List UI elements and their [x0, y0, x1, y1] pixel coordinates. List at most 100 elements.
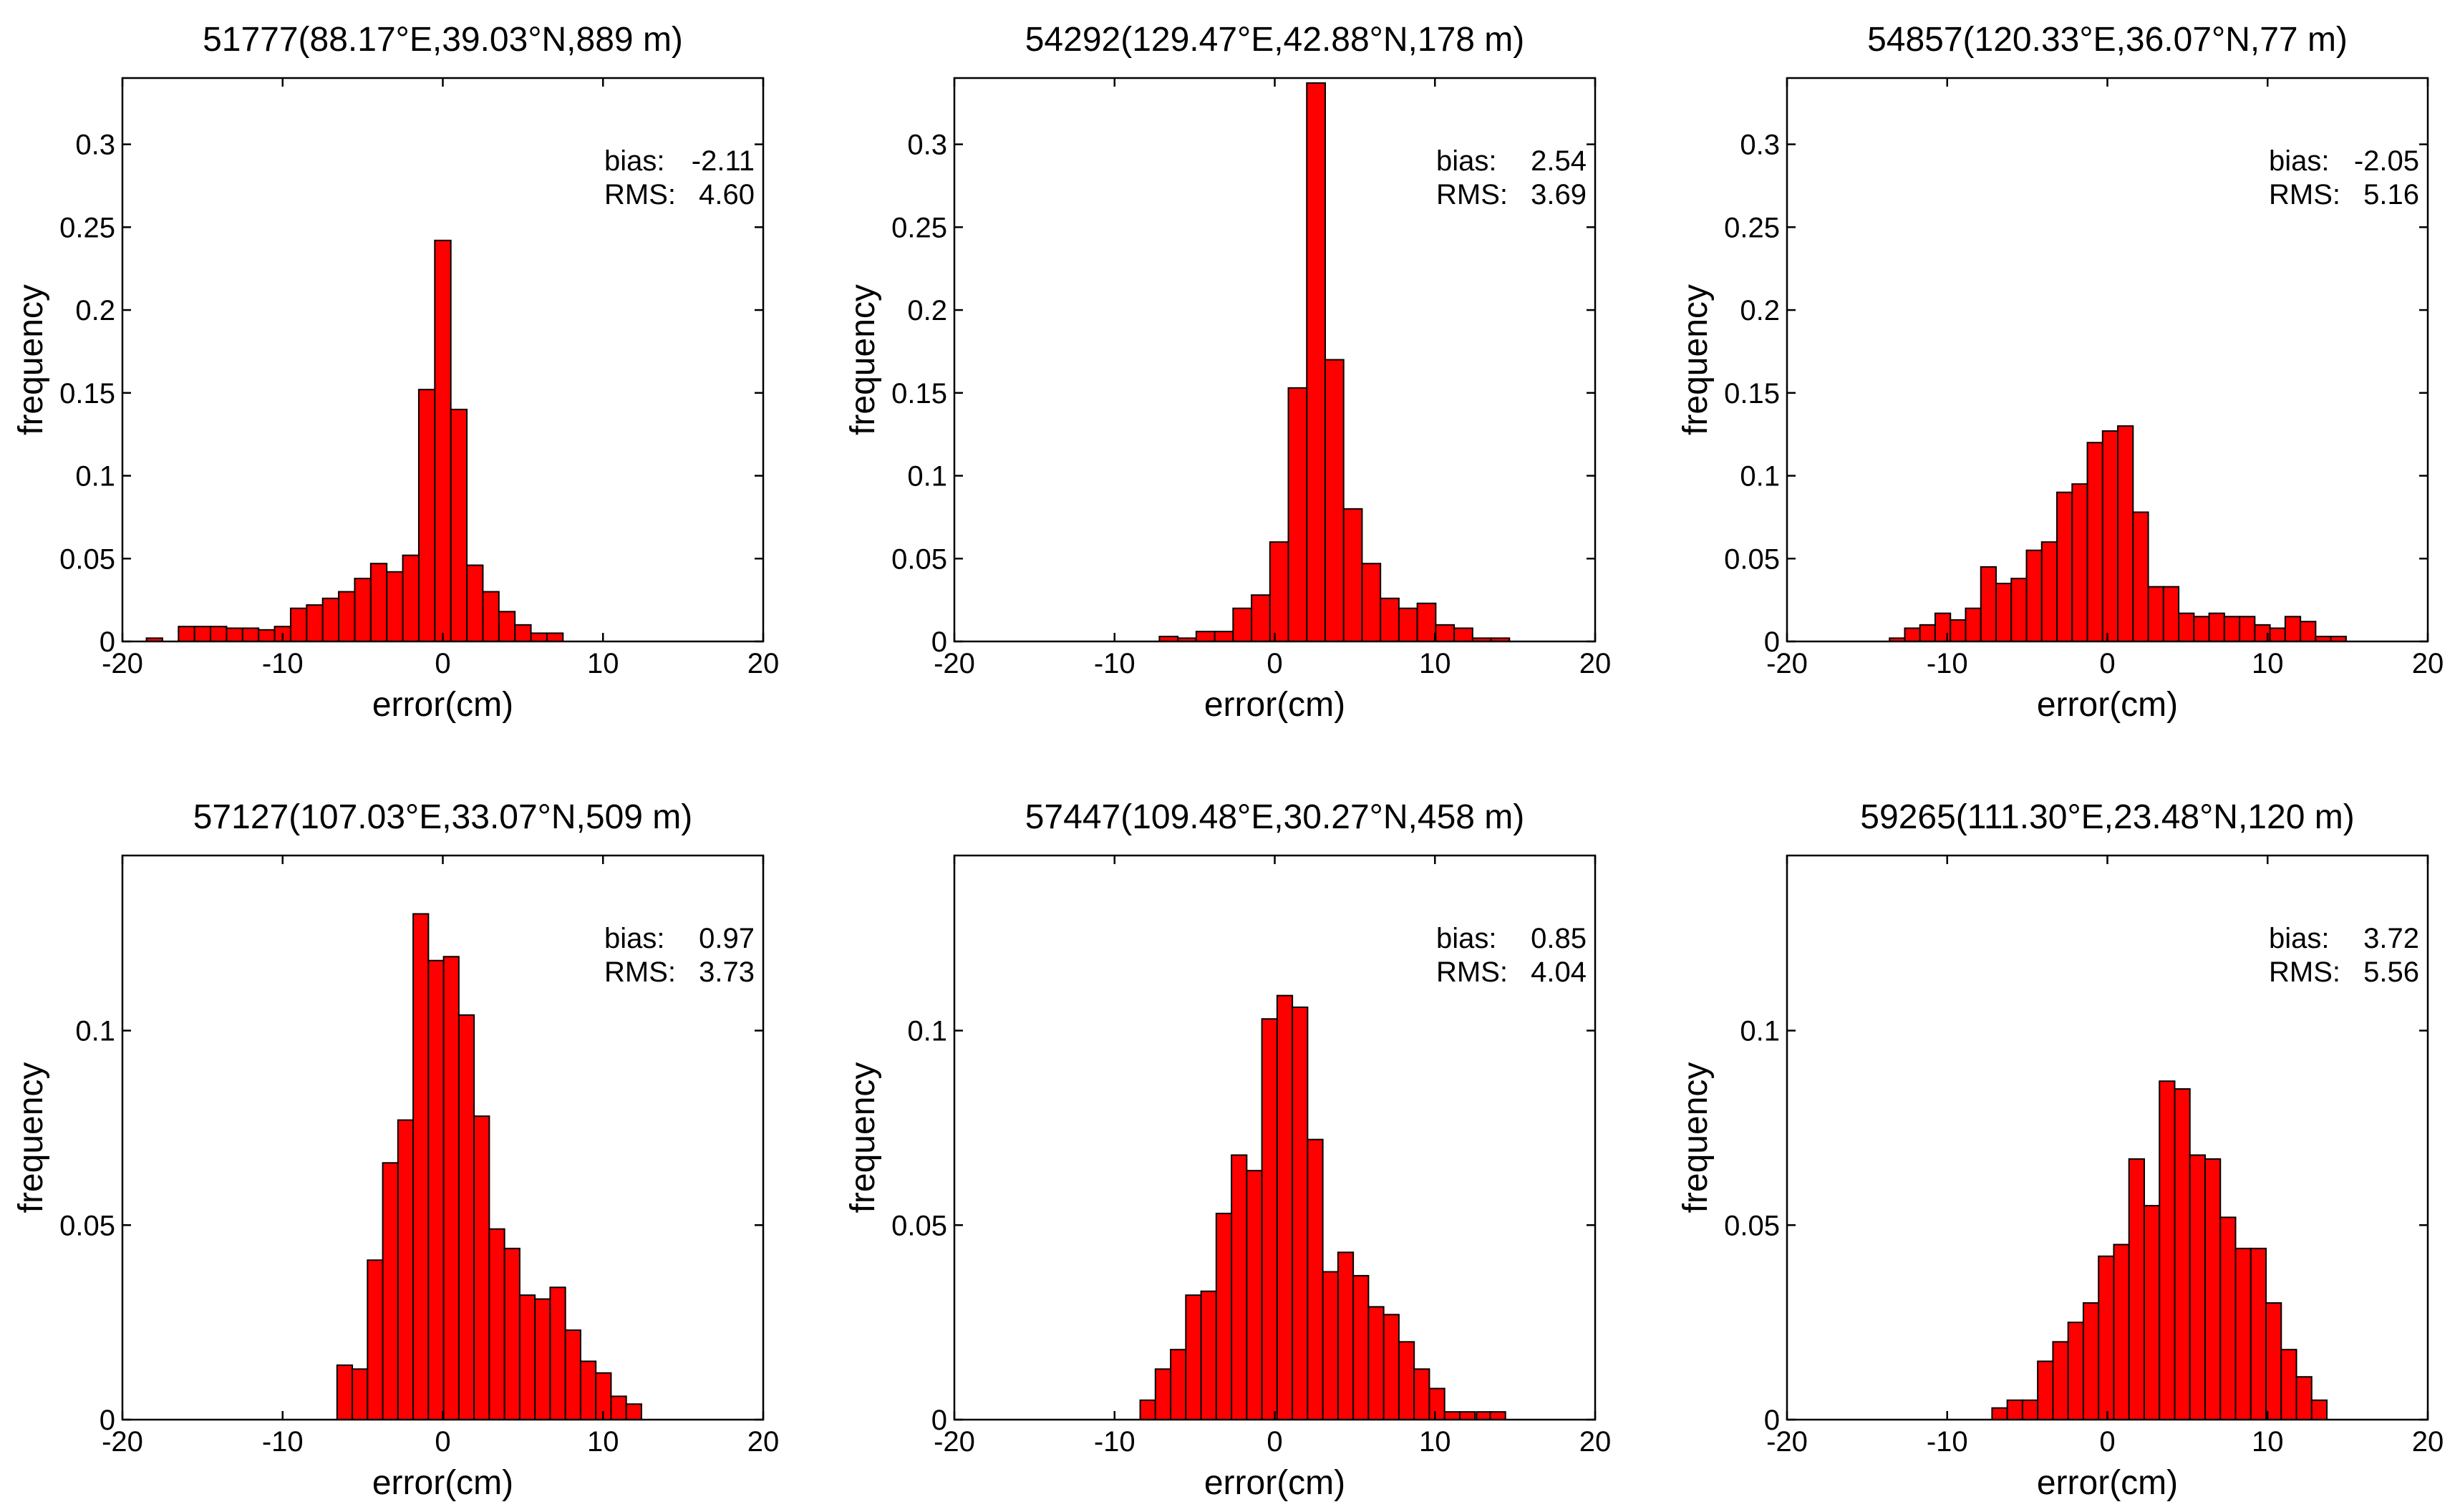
- y-tick-label: 0.05: [1724, 543, 1780, 575]
- histogram-bar: [2098, 1255, 2115, 1420]
- histogram-bar: [1261, 1018, 1278, 1420]
- histogram-bar: [482, 591, 500, 642]
- rms-label: RMS:: [1436, 956, 1508, 988]
- y-tick-label: 0.1: [907, 1016, 947, 1047]
- x-tick-label: 10: [1419, 1426, 1451, 1458]
- histogram-bar: [1214, 631, 1234, 642]
- histogram-bar: [1352, 1274, 1370, 1421]
- histogram-bar: [1413, 1368, 1430, 1420]
- x-tick-label: -20: [1766, 1426, 1808, 1458]
- y-tick-label: 0.15: [891, 378, 947, 410]
- histogram-bar: [2040, 541, 2058, 642]
- histogram-bar: [1435, 624, 1456, 642]
- histogram-bar: [2189, 1154, 2206, 1420]
- chart-panel: -20 -10 0 10 20 0 0.05 0.1 57127(107.03°E,33.07°…: [12, 798, 779, 1502]
- y-axis-label: frequency: [844, 1062, 882, 1213]
- rms-value: 4.60: [699, 179, 755, 210]
- y-tick-label: 0.05: [59, 1210, 115, 1241]
- histogram-bar: [2310, 1399, 2328, 1420]
- histogram-bar: [338, 591, 356, 642]
- x-tick-label: 0: [435, 1426, 450, 1458]
- x-tick-label: 10: [587, 648, 619, 679]
- histogram-bar: [534, 1298, 551, 1421]
- y-tick-label: 0.15: [59, 378, 115, 410]
- bias-value: 3.72: [2363, 923, 2419, 954]
- stats-annotation: bias: -2.05 RMS: 5.16: [2269, 145, 2419, 210]
- histogram-bar: [1232, 607, 1253, 643]
- histogram-bar: [2082, 1302, 2100, 1420]
- histogram-bar: [1965, 607, 1982, 643]
- y-tick-label: 0: [931, 626, 947, 658]
- histogram-bar: [579, 1360, 597, 1420]
- histogram-bar: [2021, 1399, 2039, 1420]
- histogram-bar: [369, 563, 388, 643]
- x-tick-label: -10: [1094, 1426, 1135, 1458]
- y-axis-label: frequency: [12, 284, 50, 435]
- histogram-bar: [1342, 508, 1363, 642]
- histogram-bar: [1991, 1407, 2008, 1420]
- histogram-bar: [1398, 1341, 1415, 1421]
- histogram-bar: [1995, 582, 2013, 642]
- bias-label: bias:: [1436, 145, 1497, 177]
- x-tick-label: 10: [587, 1426, 619, 1458]
- rms-label: RMS:: [604, 179, 676, 210]
- histogram-bar: [2006, 1399, 2023, 1420]
- x-tick-label: -10: [1927, 1426, 1968, 1458]
- bias-label: bias:: [604, 145, 665, 177]
- x-tick-label: 20: [1579, 648, 1612, 679]
- chart-title: 54292(129.47°E,42.88°N,178 m): [1025, 21, 1525, 59]
- histogram-bar: [1458, 1411, 1476, 1421]
- bias-value: -2.11: [692, 145, 755, 177]
- histogram-bar: [1215, 1212, 1233, 1420]
- histogram-bar: [412, 913, 430, 1420]
- histogram-bar: [466, 564, 484, 643]
- x-tick-label: 10: [2252, 648, 2284, 679]
- histogram-bar: [1276, 994, 1294, 1420]
- x-tick-label: 0: [1267, 1426, 1282, 1458]
- y-tick-label: 0.05: [59, 543, 115, 575]
- x-tick-label: 10: [1419, 648, 1451, 679]
- bias-value: -2.05: [2354, 145, 2419, 177]
- histogram-bar: [2162, 586, 2180, 642]
- histogram-bar: [367, 1259, 384, 1420]
- histogram-bar: [417, 389, 436, 642]
- y-axis-label: frequency: [844, 284, 882, 435]
- x-tick-label: 0: [2099, 1426, 2115, 1458]
- y-tick-label: 0: [931, 1405, 947, 1436]
- histogram-bar: [427, 959, 445, 1420]
- y-tick-label: 0.05: [891, 543, 947, 575]
- stats-annotation: bias: -2.11 RMS: 4.60: [604, 145, 755, 210]
- histogram-bar: [546, 632, 564, 642]
- histogram-bar: [457, 1014, 475, 1421]
- chart-panel: -20 -10 0 10 20 0 0.05 0.1 59265(111.30°E,23.48°…: [1677, 798, 2444, 1502]
- histogram-bar: [2265, 1302, 2282, 1420]
- x-tick-label: 0: [1267, 648, 1282, 679]
- histogram-bar: [289, 607, 308, 643]
- histogram-bar: [1453, 627, 1473, 642]
- histogram-bar: [1306, 82, 1326, 642]
- y-tick-label: 0.3: [907, 130, 947, 161]
- chart-panel: -20 -10 0 10 20 0 0.05 0.1 0.15 0.2 0.25 0.3 51777(8…: [12, 21, 779, 724]
- x-tick-label: -10: [262, 1426, 304, 1458]
- bias-label: bias:: [2269, 145, 2330, 177]
- histogram-bar: [1307, 1138, 1324, 1420]
- histogram-bar: [1382, 1314, 1400, 1421]
- histogram-bar: [2223, 616, 2241, 643]
- histogram-bar: [1269, 541, 1289, 642]
- y-tick-label: 0.1: [907, 461, 947, 493]
- histogram-bar: [1416, 602, 1437, 643]
- histogram-bar: [193, 626, 212, 642]
- histogram-bar: [473, 1115, 490, 1420]
- x-tick-label: 20: [1579, 1426, 1612, 1458]
- histogram-bar: [1185, 1294, 1202, 1420]
- histogram-bar: [530, 632, 548, 642]
- histogram-bar: [2208, 612, 2225, 643]
- histogram-bar: [1246, 1170, 1263, 1420]
- bias-label: bias:: [604, 923, 665, 954]
- chart-title: 59265(111.30°E,23.48°N,120 m): [1860, 798, 2354, 836]
- histogram-bar: [1139, 1399, 1156, 1420]
- histogram-bar: [514, 624, 532, 642]
- y-tick-label: 0: [1764, 1405, 1780, 1436]
- y-tick-label: 0.15: [1724, 378, 1780, 410]
